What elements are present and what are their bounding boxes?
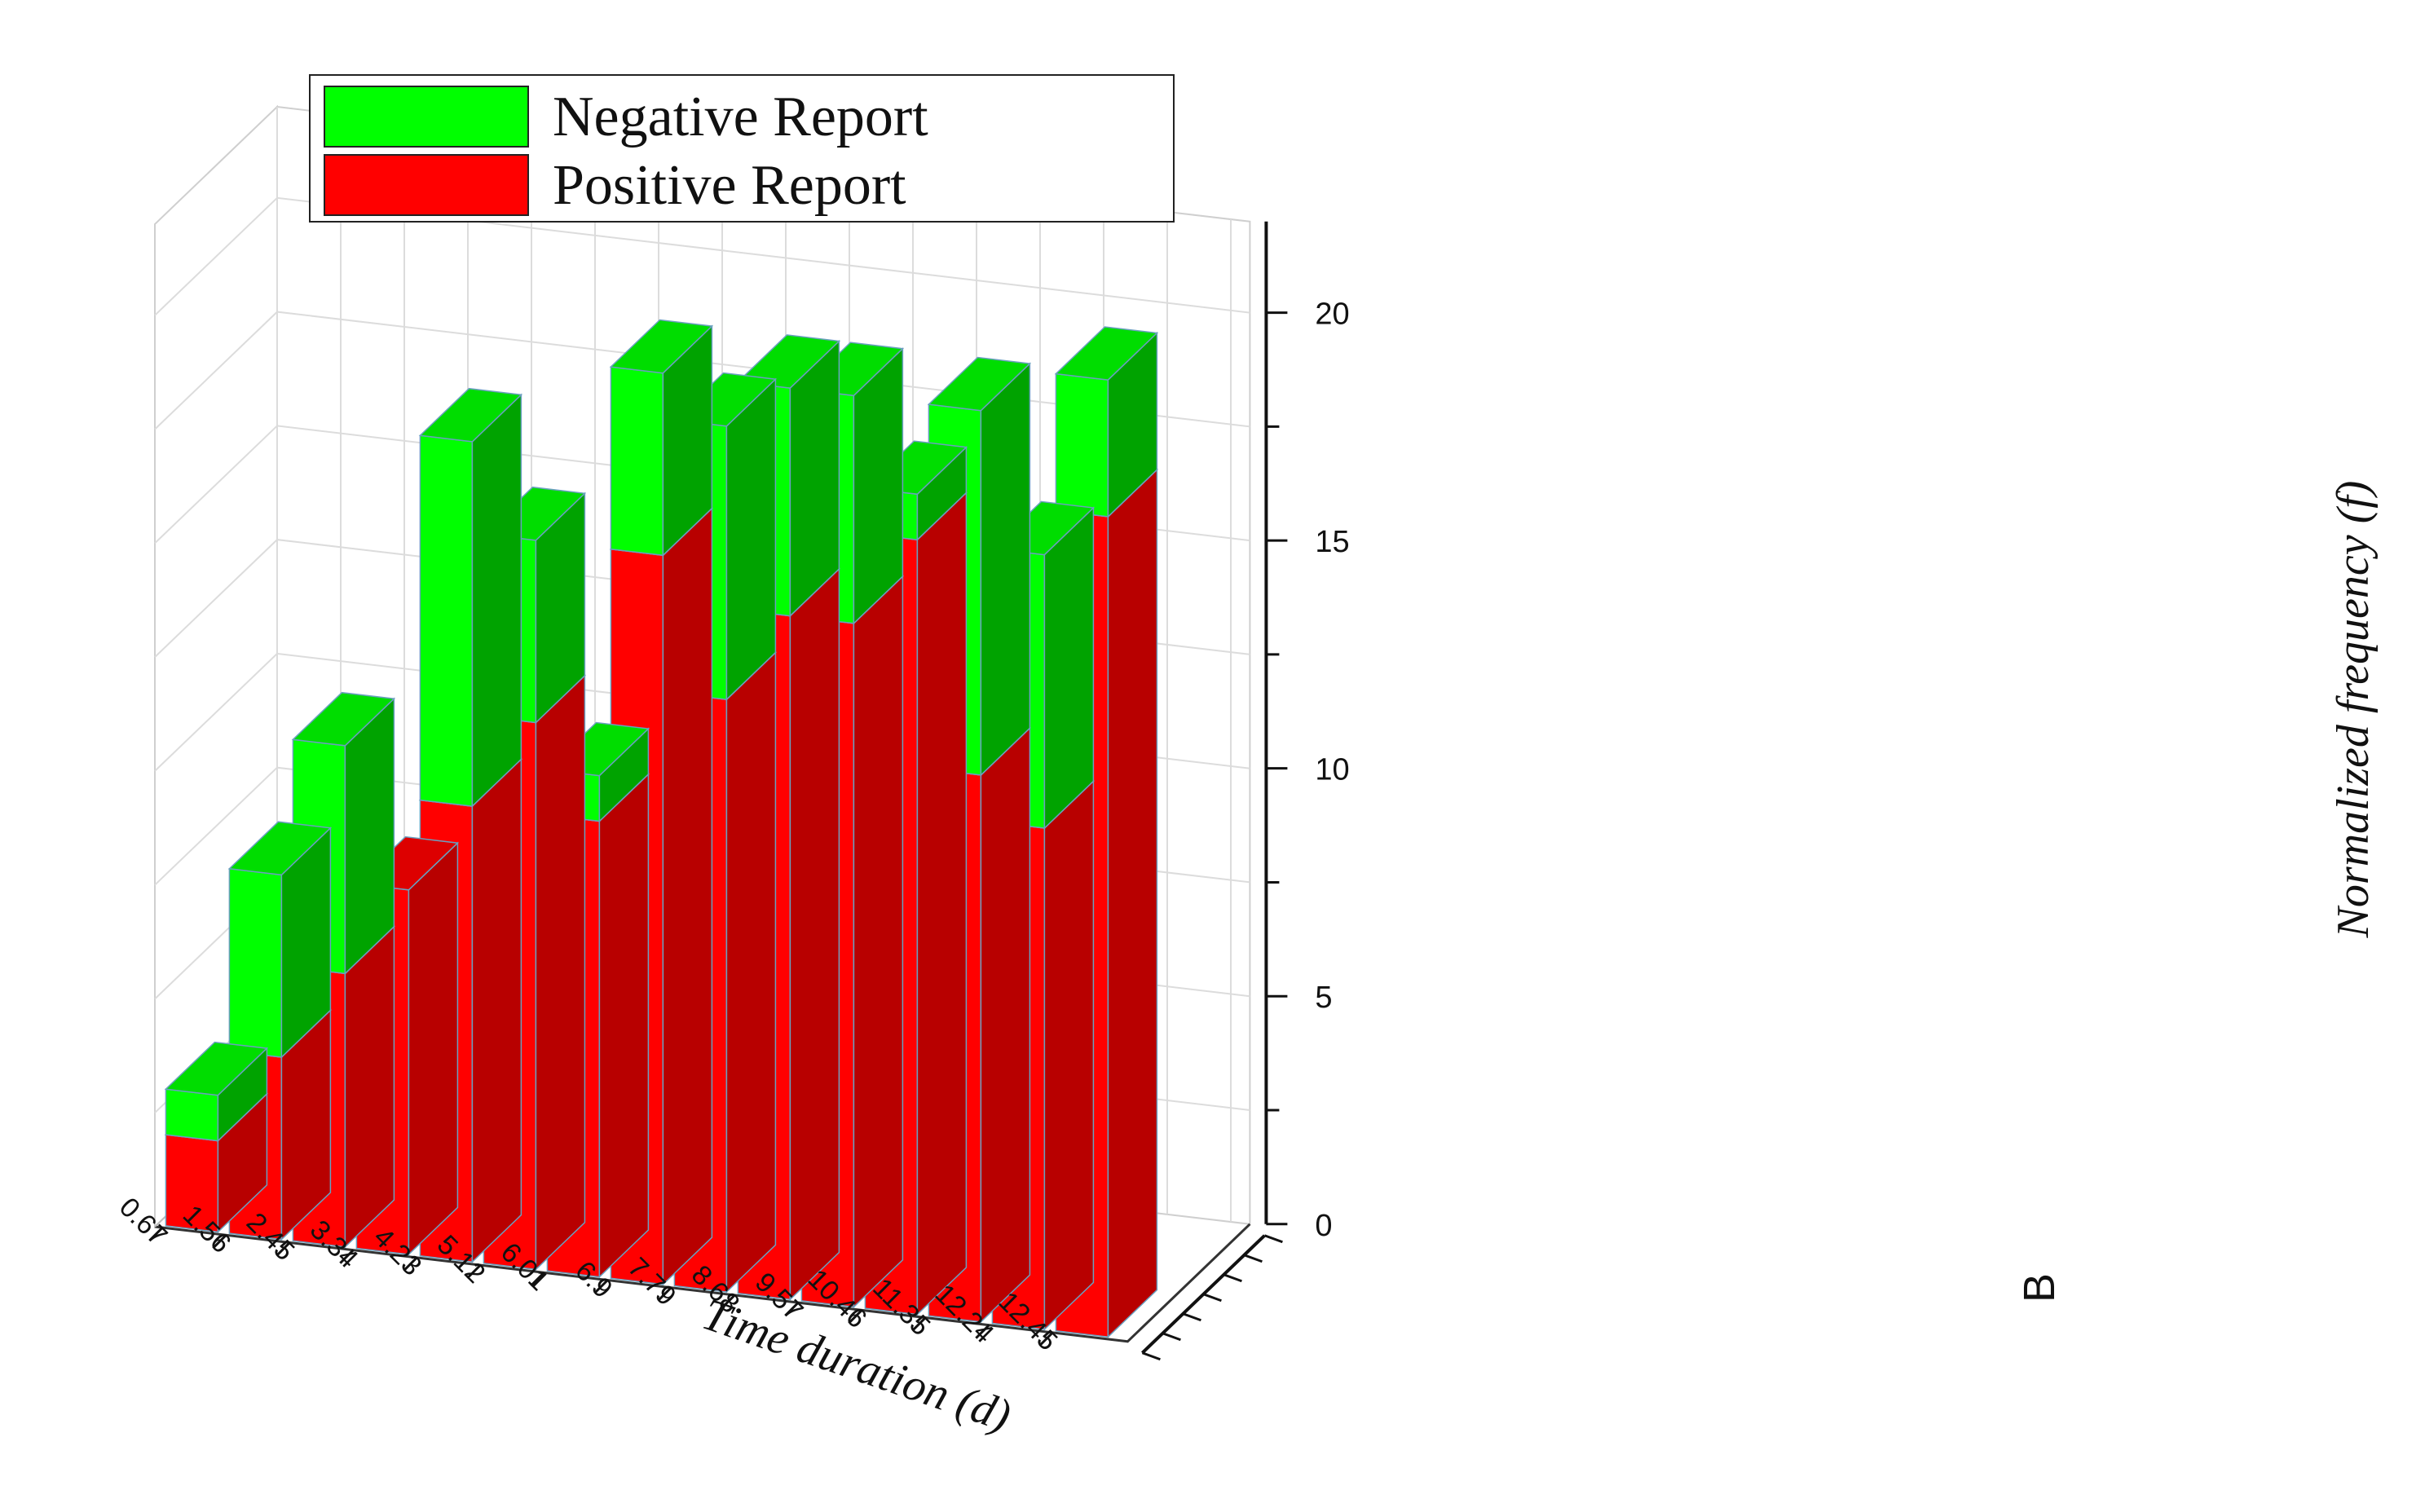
legend-swatch-positive [324,154,529,216]
z-tick-label: 10 [1315,753,1349,787]
chart-legend: Negative Report Positive Report [309,74,1175,223]
bar-positive-2-side [344,925,395,1249]
bar-positive-12-side [980,726,1031,1324]
z-tick-label: 0 [1315,1209,1332,1243]
bar-negative-12-top [927,356,1032,412]
z-axis-title: Normalized frequency (f) [2328,481,2379,939]
bar-negative-13-side [1043,506,1095,830]
bar-negative-0 [164,1041,269,1143]
bar-negative-2-top [291,691,396,747]
legend-label-positive: Positive Report [553,154,906,217]
bar-positive-11-side [916,491,968,1316]
x-tick [212,1234,227,1250]
bar-negative-1-top [227,821,333,876]
bar-positive-7-side [662,506,713,1286]
x-tick [975,1324,990,1339]
bar-negative-4-top [418,387,523,443]
depth-tick [1202,1293,1222,1303]
bar-negative-12-side [980,362,1031,777]
legend-label-negative: Negative Report [553,86,928,148]
depth-tick [1243,1254,1263,1263]
x-tick [530,1272,545,1287]
bar-negative-10-side [853,346,904,625]
z-tick-label: 20 [1315,298,1349,332]
bar-negative-2-side [344,697,395,976]
bar-negative-1-front [228,867,283,1058]
x-tick [784,1302,800,1317]
bar-negative-7-top [609,319,714,374]
bar-negative-4 [418,387,523,808]
x-tick [339,1249,355,1264]
bar-negative-14-front [1055,372,1109,518]
x-tick [276,1241,291,1257]
depth-tick [1263,1234,1283,1244]
depth-tick [1162,1332,1181,1342]
depth-tick [1141,1351,1161,1361]
bar-positive-14-side [1107,468,1158,1338]
bar-positive-5-side [535,674,586,1272]
bar-positive-8-side [725,650,777,1294]
x-tick [911,1316,927,1332]
bar-negative-1 [227,821,333,1059]
bar-negative-9-side [789,339,840,618]
chart-bars [164,319,1159,1338]
x-tick-label: 0.67 [113,1192,174,1252]
legend-swatch-negative [324,86,529,148]
x-tick [1038,1331,1054,1347]
x-tick [403,1256,418,1272]
depth-tick [1182,1312,1201,1322]
x-tick [148,1227,164,1242]
bar-negative-7 [609,319,714,558]
bar-negative-14 [1054,326,1159,518]
bar-negative-14-top [1054,326,1159,381]
bar-positive-10-side [853,575,904,1309]
x-tick [848,1309,863,1325]
bar-positive-6-side [598,773,650,1279]
z-tick-label: 15 [1315,525,1349,559]
x-tick [657,1286,672,1302]
z-tick-label: 5 [1315,981,1332,1015]
depth-tick [1223,1273,1242,1283]
bar-positive-4-side [471,757,522,1263]
bar-negative-0-front [165,1088,219,1142]
bar-negative-4-front [419,434,474,807]
x-tick [593,1279,609,1294]
x-tick [721,1294,736,1309]
depth-tick-label: B [2015,1273,2064,1303]
bar-positive-13-side [1043,779,1095,1331]
bar-positive-9-side [789,567,840,1301]
x-tick [466,1264,482,1280]
bar-negative-0-top [164,1041,269,1096]
bar-negative-8-side [725,377,777,701]
bar-negative-7-front [610,366,664,557]
bar-negative-4-side [471,393,522,808]
bar-positive-3-side [408,841,459,1256]
